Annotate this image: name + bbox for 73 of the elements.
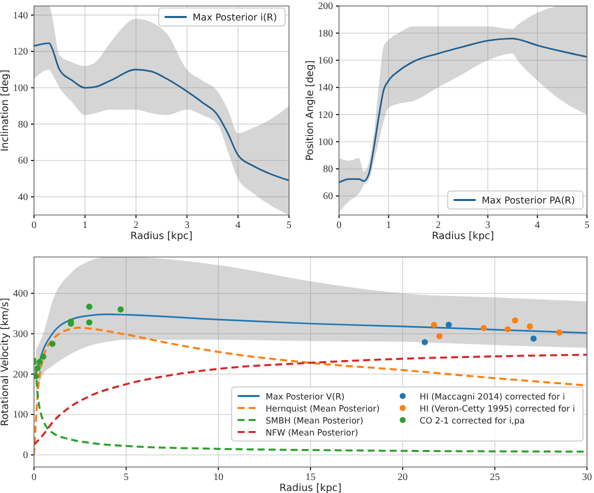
x-tick-label: 3 [485,220,490,232]
point [49,340,56,347]
y-axis-title: Position Angle [deg] [305,60,316,161]
y-tick-label: 300 [13,328,28,340]
x-tick-label: 0 [32,220,36,232]
point [556,329,562,336]
x-tick-label: 4 [534,220,540,232]
point [512,317,518,324]
legend-label: Max Posterior i(R) [192,12,277,24]
point [480,324,487,332]
x-axis-title: Radius [kpc] [279,483,342,493]
y-tick-label: 100 [13,82,28,94]
legend-label: SMBH (Mean Posterior) [266,416,364,426]
y-tick-label: 140 [318,82,333,94]
point [36,358,43,366]
point [86,304,92,310]
y-tick-label: 120 [318,110,333,121]
point [446,322,452,328]
y-tick-label: 160 [318,55,333,66]
y-tick-label: 40 [18,192,28,204]
x-tick-label: 3 [184,220,190,232]
x-tick-label: 0 [336,220,342,232]
y-tick-label: 60 [18,156,28,167]
x-tick-label: 5 [584,220,590,232]
y-tick-label: 80 [323,164,333,176]
x-tick-label: 0 [32,472,36,484]
legend-label: HI (Veron-Cetty 1995) corrected for i [420,404,575,414]
y-axis-title: Inclination [deg] [0,70,11,152]
legend-label: HI (Maccagni 2014) corrected for i [420,392,566,402]
y-tick-label: 100 [13,410,28,421]
y-tick-label: 200 [318,1,333,12]
legend-label: Hernquist (Mean Posterior) [266,404,380,414]
x-tick-label: 1 [386,220,392,232]
x-tick-label: 30 [582,472,592,484]
y-tick-label: 0 [23,450,28,462]
y-tick-label: 60 [323,191,333,202]
x-axis-title: Radius [kpc] [432,231,494,242]
y-tick-label: 140 [13,10,28,22]
x-tick-label: 4 [236,220,240,232]
x-axis-title: Radius [kpc] [130,231,193,242]
y-tick-label: 180 [318,28,333,40]
y-tick-label: 100 [318,136,333,148]
x-tick-label: 1 [82,220,88,232]
y-tick-label: 400 [13,288,28,300]
legend-label: CO 2-1 corrected for i,pa [420,416,525,426]
x-tick-label: 2 [436,220,441,232]
y-tick-label: 120 [13,46,28,58]
point [430,322,438,328]
x-tick-label: 15 [306,472,316,484]
point [436,333,443,340]
point [118,306,124,313]
point [526,323,533,330]
point [504,326,511,332]
x-tick-label: 20 [398,472,408,484]
line-series [339,38,587,184]
x-tick-label: 2 [134,220,138,232]
point [40,354,46,360]
point [34,364,41,372]
x-tick-label: 5 [124,472,129,484]
point [34,373,39,380]
point [530,335,537,342]
x-tick-label: 10 [213,472,224,484]
y-tick-label: 200 [13,369,28,380]
y-axis-title: Rotational Velocity [km/s] [0,298,11,426]
line-series [34,42,289,182]
point [86,319,92,326]
point [422,339,428,346]
x-tick-label: 5 [286,220,292,232]
legend-label: Max Posterior V(R) [266,392,345,402]
legend-label: NFW (Mean Posterior) [266,428,358,438]
x-tick-label: 25 [490,472,500,484]
legend-label: Max Posterior PA(R) [482,195,575,206]
y-tick-label: 80 [18,119,28,130]
